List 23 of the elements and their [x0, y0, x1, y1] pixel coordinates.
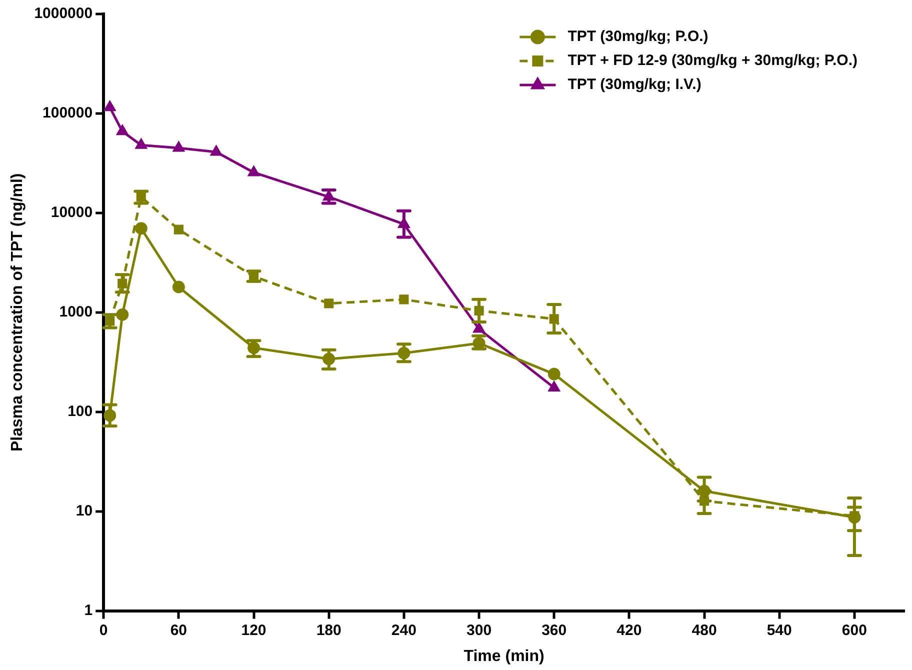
x-tick-label: 540: [766, 622, 792, 639]
y-tick-label: 100: [68, 403, 93, 420]
x-tick-label: 120: [241, 622, 266, 639]
legend-label: TPT + FD 12-9 (30mg/kg + 30mg/kg; P.O.): [568, 52, 858, 70]
x-tick-label: 360: [542, 622, 567, 639]
legend-label: TPT (30mg/kg; P.O.): [568, 28, 708, 46]
x-tick-label: 420: [616, 622, 642, 639]
x-tick-label: 60: [170, 622, 188, 639]
y-tick-label: 1000000: [34, 5, 93, 22]
y-tick-label: 10000: [50, 204, 93, 222]
x-tick-label: 240: [391, 622, 416, 639]
x-tick-label: 480: [692, 622, 717, 639]
y-tick-label: 1: [84, 602, 93, 619]
x-tick-label: 0: [99, 622, 108, 639]
y-tick-label: 10: [76, 502, 93, 520]
y-tick-label: 100000: [42, 104, 93, 122]
x-tick-label: 300: [466, 622, 492, 639]
x-axis-title: Time (min): [464, 648, 544, 665]
legend-label: TPT (30mg/kg; I.V.): [568, 76, 702, 94]
y-tick-label: 1000: [59, 304, 93, 321]
y-axis-title: Plasma concentration of TPT (ng/ml): [9, 173, 26, 452]
x-tick-label: 600: [842, 622, 867, 639]
x-tick-label: 180: [316, 622, 342, 639]
